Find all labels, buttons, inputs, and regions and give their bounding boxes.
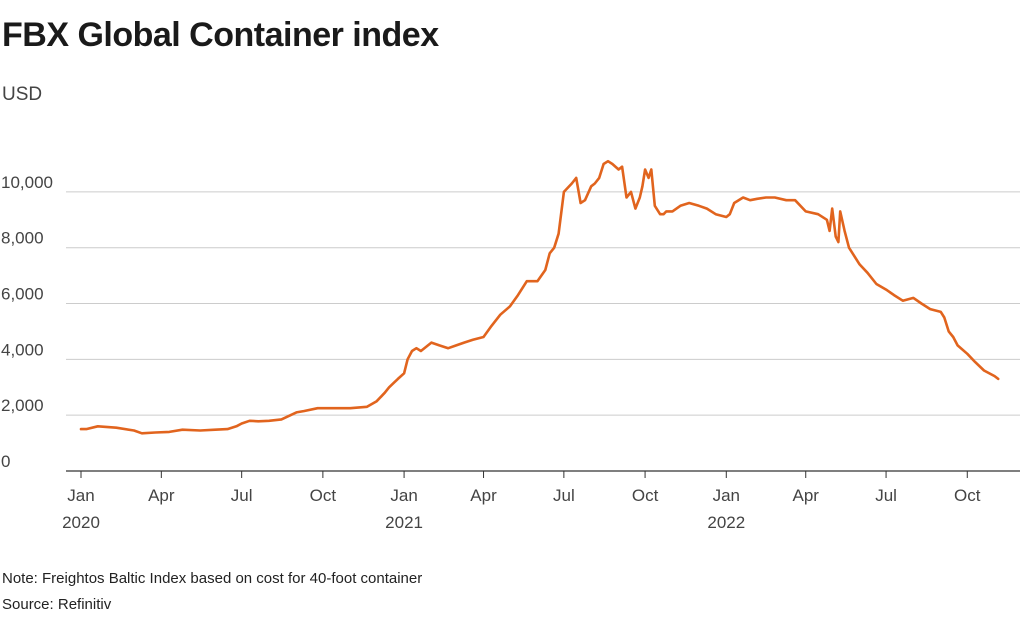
gridlines xyxy=(66,191,1020,472)
y-tick-label: 10,000 xyxy=(1,173,53,192)
y-tick-label: 4,000 xyxy=(1,340,44,359)
series-line xyxy=(79,159,1000,435)
x-tick-label: Oct xyxy=(954,486,981,505)
x-tick-label: Jan xyxy=(390,486,417,505)
y-tick-labels: 0 2,000 4,000 6,000 8,000 10,000 xyxy=(1,173,53,471)
y-tick-label: 2,000 xyxy=(1,396,44,415)
x-tick-label: Apr xyxy=(792,486,819,505)
series-layer xyxy=(79,159,1000,435)
x-tick-label: Jul xyxy=(875,486,897,505)
x-tick-labels: Jan 2020 Apr Jul Oct Jan 2021 Apr Jul Oct Jan 2022 A… xyxy=(62,471,981,532)
x-tick-year-label: 2020 xyxy=(62,513,100,532)
chart-source: Source: Refinitiv xyxy=(2,596,112,613)
x-tick-label: Apr xyxy=(470,486,497,505)
x-tick-label: Oct xyxy=(632,486,659,505)
chart-note: Note: Freightos Baltic Index based on co… xyxy=(2,570,423,587)
x-tick-label: Jan xyxy=(67,486,94,505)
y-axis-unit-label: USD xyxy=(2,84,43,105)
x-tick-year-label: 2021 xyxy=(385,513,423,532)
x-tick-label: Jan xyxy=(713,486,740,505)
y-tick-label: 6,000 xyxy=(1,285,44,304)
x-tick-label: Jul xyxy=(553,486,575,505)
x-tick-label: Apr xyxy=(148,486,175,505)
x-tick-label: Oct xyxy=(310,486,337,505)
chart-title: FBX Global Container index xyxy=(2,16,439,54)
y-tick-label: 8,000 xyxy=(1,229,44,248)
x-tick-label: Jul xyxy=(231,486,253,505)
y-tick-label: 0 xyxy=(1,452,10,471)
x-tick-year-label: 2022 xyxy=(707,513,745,532)
